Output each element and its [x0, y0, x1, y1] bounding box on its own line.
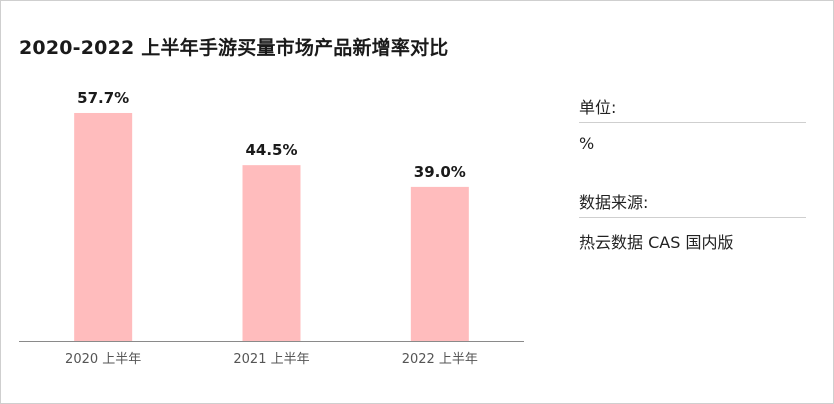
- bar-value-label: 44.5%: [245, 141, 297, 159]
- bar-3: [410, 186, 469, 341]
- source-divider: [579, 217, 806, 218]
- chart-title: 2020-2022 上半年手游买量市场产品新增率对比: [19, 37, 449, 59]
- source-value: 热云数据 CAS 国内版: [579, 233, 734, 252]
- bar-2: [242, 165, 301, 341]
- bar-value-label: 39.0%: [414, 163, 466, 181]
- x-tick-label: 2022 上半年: [402, 352, 478, 367]
- x-tick-label: 2021 上半年: [233, 352, 309, 367]
- unit-value: %: [579, 134, 595, 153]
- unit-divider: [579, 122, 806, 123]
- bar-value-label: 57.7%: [77, 89, 129, 107]
- unit-label: 单位:: [579, 98, 617, 117]
- bar-1: [74, 112, 133, 341]
- source-label: 数据来源:: [579, 193, 649, 212]
- x-tick-label: 2020 上半年: [65, 352, 141, 367]
- bar-chart: 57.7% 2020 上半年 44.5% 2021 上半年 39.0% 2022 上半年: [19, 89, 524, 367]
